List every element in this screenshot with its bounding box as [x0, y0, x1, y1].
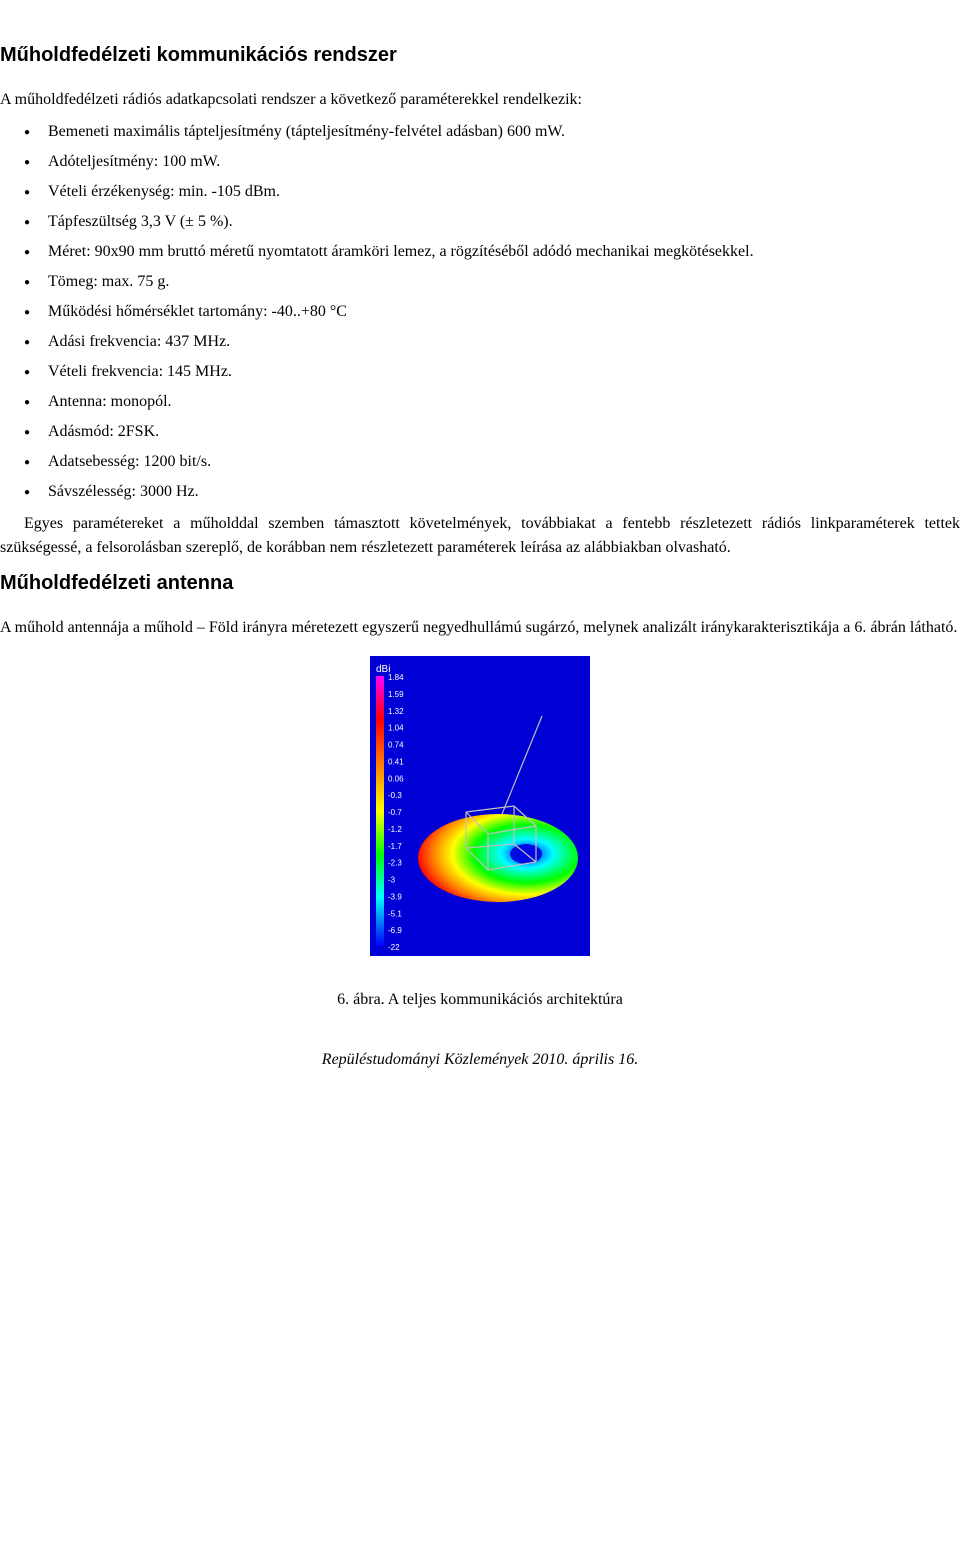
intro-paragraph-1: A műholdfedélzeti rádiós adatkapcsolati …	[0, 88, 960, 112]
figure-6: dBi1.841.591.321.040.740.410.06-0.3-0.7-…	[0, 656, 960, 964]
followup-paragraph: Egyes paramétereket a műholddal szemben …	[0, 512, 960, 560]
parameter-item: Adásmód: 2FSK.	[48, 420, 960, 444]
parameter-list: Bemeneti maximális tápteljesítmény (tápt…	[0, 120, 960, 504]
svg-text:-5.1: -5.1	[388, 909, 402, 918]
parameter-item: Adatsebesség: 1200 bit/s.	[48, 450, 960, 474]
parameter-item: Működési hőmérséklet tartomány: -40..+80…	[48, 300, 960, 324]
svg-text:-22: -22	[388, 943, 400, 952]
svg-text:0.41: 0.41	[388, 757, 404, 766]
svg-text:-0.3: -0.3	[388, 791, 402, 800]
radiation-pattern-svg: dBi1.841.591.321.040.740.410.06-0.3-0.7-…	[370, 656, 590, 956]
figure-6-caption: 6. ábra. A teljes kommunikációs architek…	[0, 988, 960, 1012]
parameter-item: Adási frekvencia: 437 MHz.	[48, 330, 960, 354]
svg-text:-1.2: -1.2	[388, 825, 402, 834]
section-heading-1: Műholdfedélzeti kommunikációs rendszer	[0, 40, 960, 70]
svg-text:0.06: 0.06	[388, 774, 404, 783]
parameter-item: Adóteljesítmény: 100 mW.	[48, 150, 960, 174]
svg-text:-1.7: -1.7	[388, 842, 402, 851]
svg-text:-2.3: -2.3	[388, 859, 402, 868]
figure-6-image: dBi1.841.591.321.040.740.410.06-0.3-0.7-…	[370, 656, 590, 956]
svg-text:1.59: 1.59	[388, 690, 404, 699]
svg-text:1.32: 1.32	[388, 707, 404, 716]
parameter-item: Tömeg: max. 75 g.	[48, 270, 960, 294]
page-footer: Repüléstudományi Közlemények 2010. ápril…	[0, 1048, 960, 1072]
svg-text:-3.9: -3.9	[388, 892, 402, 901]
section-heading-2: Műholdfedélzeti antenna	[0, 568, 960, 598]
parameter-item: Vételi érzékenység: min. -105 dBm.	[48, 180, 960, 204]
svg-text:0.74: 0.74	[388, 741, 404, 750]
parameter-item: Sávszélesség: 3000 Hz.	[48, 480, 960, 504]
svg-text:1.84: 1.84	[388, 673, 404, 682]
parameter-item: Vételi frekvencia: 145 MHz.	[48, 360, 960, 384]
parameter-item: Méret: 90x90 mm bruttó méretű nyomtatott…	[48, 240, 960, 264]
parameter-item: Tápfeszültség 3,3 V (± 5 %).	[48, 210, 960, 234]
svg-text:-0.7: -0.7	[388, 808, 402, 817]
parameter-item: Antenna: monopól.	[48, 390, 960, 414]
parameter-item: Bemeneti maximális tápteljesítmény (tápt…	[48, 120, 960, 144]
svg-text:-6.9: -6.9	[388, 926, 402, 935]
svg-text:1.04: 1.04	[388, 724, 404, 733]
antenna-paragraph: A műhold antennája a műhold – Föld irány…	[0, 616, 960, 640]
svg-text:-3: -3	[388, 876, 396, 885]
